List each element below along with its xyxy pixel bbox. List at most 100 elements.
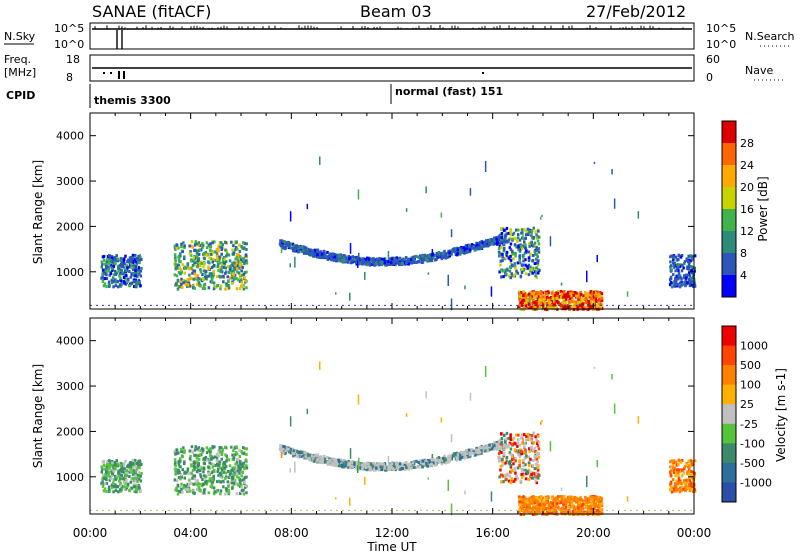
range-cell [330, 258, 333, 262]
range-cell [439, 460, 443, 464]
range-cell [504, 235, 507, 239]
range-cell [424, 254, 427, 258]
range-cell [525, 249, 528, 253]
range-cell [693, 283, 696, 286]
range-cell [173, 273, 177, 277]
range-cell [138, 261, 141, 265]
range-cell [184, 282, 188, 286]
range-cell [103, 282, 107, 286]
range-cell [500, 227, 503, 231]
range-cell [243, 485, 247, 489]
range-cell [494, 240, 498, 244]
range-cell [191, 476, 194, 480]
range-cell [526, 509, 530, 513]
range-cell [218, 255, 221, 259]
range-cell [313, 459, 316, 463]
range-cell [176, 263, 179, 267]
range-cell [692, 280, 695, 284]
range-cell [334, 258, 337, 262]
range-cell [683, 281, 686, 285]
range-cell [449, 454, 452, 458]
range-cell [508, 269, 512, 273]
range-cell [201, 245, 204, 249]
range-cell [503, 239, 506, 243]
range-cell [211, 241, 214, 245]
range-cell [210, 483, 214, 487]
range-cell [409, 463, 412, 466]
range-cell [524, 463, 527, 467]
range-cell [122, 465, 125, 469]
range-cell [190, 445, 194, 449]
range-cell [480, 244, 483, 247]
range-cell [680, 283, 683, 287]
range-cell [522, 290, 525, 294]
range-cell [535, 266, 538, 270]
range-cell [316, 253, 319, 257]
range-cell [509, 470, 512, 474]
range-cell [279, 239, 282, 243]
range-cell [386, 466, 389, 470]
range-cell [511, 252, 515, 256]
range-cell [289, 211, 292, 222]
range-cell [224, 260, 228, 264]
range-cell [186, 486, 189, 490]
range-cell [222, 256, 226, 259]
range-cell [524, 448, 527, 452]
range-cell [527, 468, 531, 472]
range-cell [124, 254, 127, 258]
range-cell [245, 453, 248, 456]
range-cell [690, 265, 693, 269]
range-cell [690, 268, 693, 272]
range-cell [243, 481, 246, 485]
range-cell [223, 462, 227, 466]
range-cell [475, 241, 478, 245]
range-cell [373, 466, 376, 470]
range-cell [577, 297, 581, 301]
range-cell [123, 486, 126, 490]
range-cell [183, 451, 186, 455]
range-cell [105, 273, 108, 277]
colorbar-segment [722, 187, 736, 210]
freq-label: Freq. [4, 53, 31, 66]
range-cell [199, 482, 202, 486]
range-cell [238, 481, 242, 485]
range-cell [219, 287, 222, 291]
nave-tick-top: 60 [706, 53, 720, 66]
range-cell [196, 278, 199, 282]
range-cell [536, 263, 540, 267]
range-cell [600, 504, 604, 508]
range-cell [245, 466, 249, 470]
range-cell [637, 211, 640, 219]
range-cell [109, 263, 113, 267]
range-cell [518, 466, 522, 470]
range-cell [600, 303, 604, 307]
range-cell [198, 453, 202, 457]
range-cell [347, 462, 351, 466]
range-cell [537, 235, 541, 239]
range-cell [406, 260, 410, 264]
range-cell [495, 237, 498, 241]
range-cell [202, 490, 206, 494]
range-cell [403, 259, 407, 262]
range-cell [479, 446, 482, 450]
range-cell [212, 456, 215, 460]
range-cell [600, 299, 604, 303]
range-cell [216, 468, 220, 471]
range-cell [553, 306, 556, 310]
range-cell [498, 254, 501, 258]
range-cell [573, 302, 576, 306]
range-cell [294, 450, 298, 454]
range-cell [524, 263, 527, 267]
range-cell [216, 265, 219, 269]
range-cell [505, 239, 509, 243]
range-cell [235, 247, 239, 251]
range-cell [108, 261, 111, 265]
range-cell [513, 441, 516, 445]
range-cell [289, 246, 293, 250]
range-cell [176, 468, 179, 472]
range-cell [530, 306, 533, 310]
range-cell [677, 263, 681, 267]
range-cell [593, 161, 596, 164]
range-cell [552, 504, 555, 508]
range-cell [122, 276, 126, 279]
